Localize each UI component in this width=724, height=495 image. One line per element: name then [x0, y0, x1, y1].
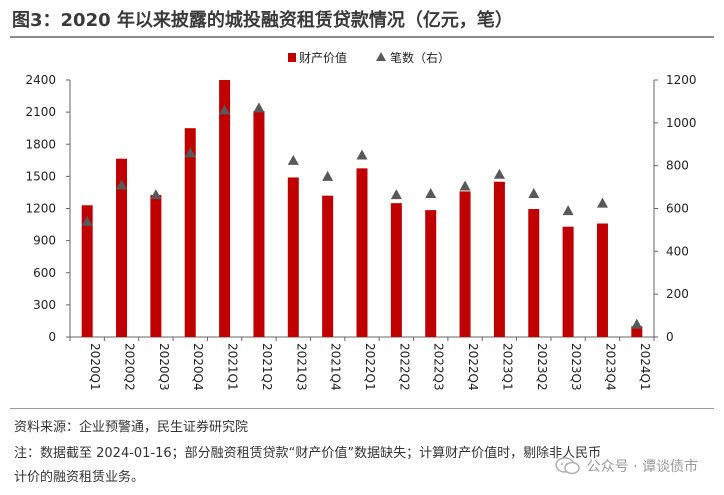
- source-note: 资料来源：企业预警通，民生证券研究院: [14, 420, 249, 435]
- bar: [596, 223, 608, 337]
- marker-point: [81, 215, 93, 226]
- bar: [81, 205, 93, 337]
- bar: [356, 168, 368, 337]
- left-axis-tick-label: 2100: [25, 105, 56, 119]
- marker-point: [253, 102, 265, 113]
- marker-point: [631, 318, 643, 329]
- chart-axes: 0 300 600 900 1200 1500 1800 2100 2400 0 200 400 600…: [25, 73, 696, 391]
- bar: [219, 80, 231, 337]
- bar: [493, 181, 505, 337]
- left-axis-tick-label: 1200: [25, 202, 56, 216]
- legend-marker-label: 笔数（右）: [390, 50, 450, 65]
- bar-series: [81, 80, 643, 337]
- x-axis-tick-label: 2023Q3: [569, 343, 583, 391]
- marker-point: [322, 170, 334, 181]
- x-axis-tick-label: 2021Q2: [260, 343, 274, 391]
- title-divider: [10, 36, 714, 38]
- x-axis-tick-label: 2020Q4: [191, 343, 205, 391]
- x-axis-tick-label: 2022Q4: [466, 343, 480, 391]
- watermark-text: 公众号 · 谭谈债市: [586, 459, 698, 475]
- x-axis-tick-label: 2021Q1: [226, 343, 240, 391]
- left-axis-tick-label: 600: [33, 266, 56, 280]
- x-axis-tick-label: 2020Q2: [123, 343, 137, 391]
- right-axis-tick-label: 0: [666, 330, 674, 344]
- x-axis-tick-label: 2022Q1: [363, 343, 377, 391]
- bar: [322, 195, 334, 337]
- bar: [150, 195, 162, 337]
- marker-point: [219, 104, 231, 115]
- marker-point: [459, 180, 471, 191]
- x-axis-tick-label: 2022Q3: [432, 343, 446, 391]
- bar: [425, 210, 437, 337]
- legend-bar-swatch: [288, 53, 296, 62]
- marker-point: [287, 154, 299, 165]
- legend-marker-swatch: [376, 52, 386, 61]
- footnote-line-1: 注：数据截至 2024-01-16；部分融资租赁贷款“财产价值”数据缺失；计算财…: [14, 446, 602, 461]
- combo-chart: 财产价值 笔数（右） 0 300 600 900 1200 1500 1800 2100 2400…: [25, 50, 696, 391]
- left-axis-tick-label: 300: [33, 298, 56, 312]
- right-axis-tick-label: 1000: [666, 116, 697, 130]
- footer-divider: [10, 408, 714, 409]
- right-axis-tick-label: 800: [666, 159, 689, 173]
- marker-point: [150, 189, 162, 200]
- watermark: 公众号 · 谭谈债市: [554, 456, 698, 476]
- bar: [253, 111, 265, 337]
- marker-point: [528, 188, 540, 199]
- right-axis-tick-label: 1200: [666, 73, 697, 87]
- right-axis-tick-label: 200: [666, 287, 689, 301]
- marker-point: [184, 147, 196, 158]
- bar: [631, 326, 643, 337]
- x-axis-tick-label: 2023Q2: [535, 343, 549, 391]
- bar: [287, 177, 299, 337]
- bar: [459, 191, 471, 337]
- marker-series: [81, 102, 643, 329]
- right-axis-tick-label: 600: [666, 202, 689, 216]
- bar: [390, 203, 402, 337]
- bar: [562, 226, 574, 337]
- x-axis-tick-label: 2020Q1: [88, 343, 102, 391]
- chart-title: 图3：2020 年以来披露的城投融资租赁贷款情况（亿元，笔）: [12, 10, 513, 31]
- bar: [184, 128, 196, 337]
- chart-legend: 财产价值 笔数（右）: [288, 50, 450, 65]
- marker-point: [596, 197, 608, 208]
- footnote-line-2: 计价的融资租赁业务。: [14, 470, 145, 485]
- bar: [116, 158, 128, 337]
- marker-point: [356, 149, 368, 160]
- x-axis-tick-label: 2020Q3: [157, 343, 171, 391]
- x-axis-tick-label: 2022Q2: [397, 343, 411, 391]
- marker-point: [116, 179, 128, 190]
- marker-point: [562, 205, 574, 216]
- marker-point: [390, 189, 402, 200]
- left-axis-tick-label: 0: [48, 330, 56, 344]
- x-axis-tick-label: 2023Q1: [500, 343, 514, 391]
- x-axis-tick-label: 2024Q1: [638, 343, 652, 391]
- wechat-icon: [554, 457, 580, 475]
- x-axis-tick-label: 2023Q4: [603, 343, 617, 391]
- right-axis-tick-label: 400: [666, 244, 689, 258]
- left-axis-tick-label: 1800: [25, 137, 56, 151]
- bar: [528, 209, 540, 337]
- x-axis-tick-label: 2021Q4: [329, 343, 343, 391]
- marker-point: [425, 188, 437, 199]
- left-axis-tick-label: 900: [33, 234, 56, 248]
- marker-point: [493, 168, 505, 179]
- legend-bar-label: 财产价值: [299, 50, 347, 65]
- left-axis-tick-label: 1500: [25, 169, 56, 183]
- left-axis-tick-label: 2400: [25, 73, 56, 87]
- x-axis-tick-label: 2021Q3: [294, 343, 308, 391]
